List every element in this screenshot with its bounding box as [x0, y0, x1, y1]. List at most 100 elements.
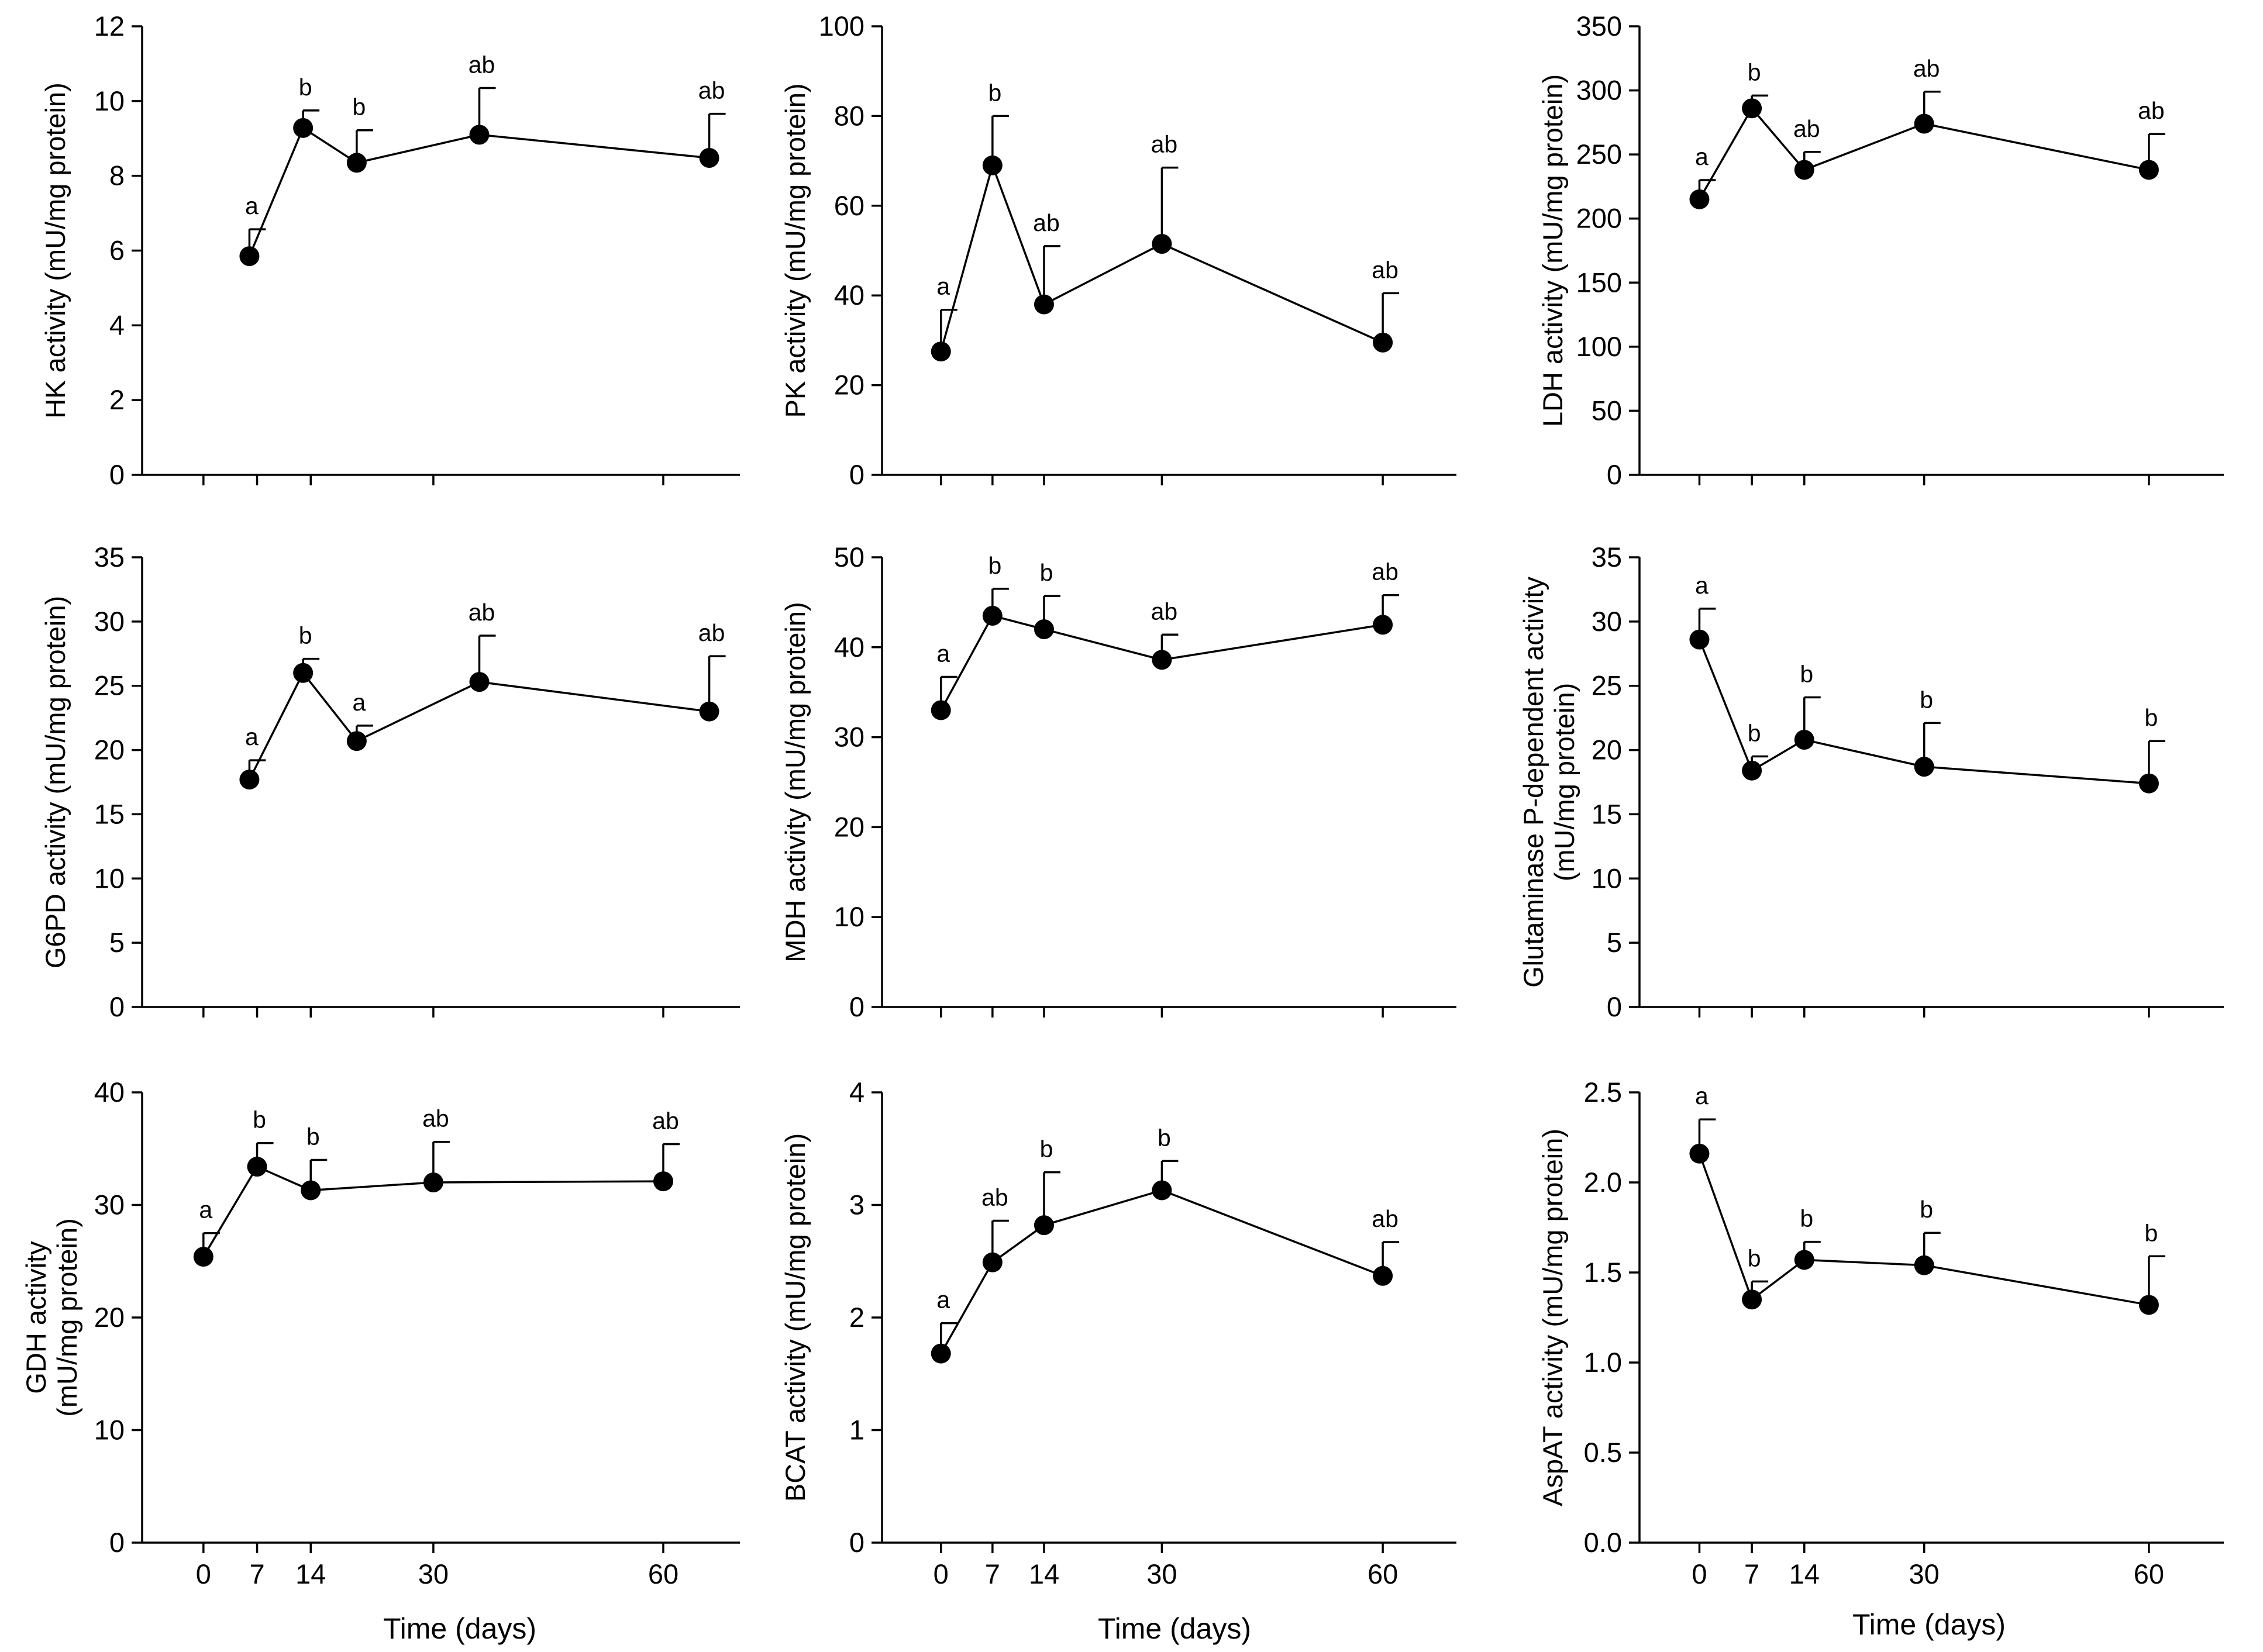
significance-letter-hk: b: [299, 74, 312, 101]
y-tick-label-g6pd: 35: [94, 542, 125, 572]
data-point-ldh: [1914, 113, 1934, 134]
y-tick-label-gdh: 30: [94, 1189, 125, 1220]
y-axis-title-bcat: BCAT activity (mU/mg protein): [780, 1133, 811, 1502]
y-axis-title-line2-gdh: (mU/mg protein): [51, 1218, 82, 1417]
y-tick-label-bcat: 2: [849, 1302, 864, 1333]
significance-letter-pk: b: [988, 79, 1001, 106]
y-tick-label-hk: 2: [109, 384, 125, 415]
y-tick-label-g6pd: 20: [94, 734, 125, 765]
data-point-gdh: [193, 1247, 213, 1267]
panel-aspat: 0.0 0.5 1.0 1.5 2.0 2.5 0 7 14 30 60 AspAT activity…: [1537, 1077, 2224, 1589]
x-tick-label-bcat: 14: [1029, 1558, 1059, 1589]
significance-letter-aspat: b: [1920, 1196, 1933, 1223]
significance-letter-ldh: ab: [2138, 97, 2165, 124]
data-point-ldh: [1742, 98, 1762, 119]
y-tick-label-mdh: 30: [834, 722, 864, 753]
significance-letter-hk: b: [352, 94, 366, 120]
significance-letter-bcat: a: [936, 1287, 950, 1313]
y-axis-title-ldh: LDH activity (mU/mg protein): [1537, 74, 1568, 427]
significance-letter-ldh: b: [1748, 58, 1761, 85]
y-tick-label-bcat: 3: [849, 1189, 864, 1220]
significance-letter-ldh: ab: [1793, 115, 1820, 142]
data-point-g6pd: [346, 731, 367, 751]
y-tick-label-g6pd: 10: [94, 863, 125, 894]
x-tick-label-bcat: 0: [934, 1558, 949, 1589]
y-tick-label-hk: 6: [109, 235, 125, 266]
significance-letter-g6pd: ab: [469, 599, 495, 626]
significance-letter-mdh: a: [936, 640, 950, 667]
significance-letter-g6pd: ab: [698, 619, 725, 646]
y-tick-label-g6pd: 0: [109, 991, 125, 1022]
y-tick-label-ldh: 350: [1576, 11, 1622, 42]
y-tick-label-hk: 0: [109, 459, 125, 490]
y-tick-label-glutaminase: 0: [1607, 991, 1622, 1022]
y-tick-label-ldh: 300: [1576, 75, 1622, 106]
significance-letter-g6pd: b: [299, 622, 312, 649]
y-tick-label-mdh: 0: [849, 991, 864, 1022]
y-axis-title-glutaminase: Glutaminase P-dependent activity: [1518, 577, 1549, 988]
y-tick-label-glutaminase: 10: [1592, 863, 1622, 894]
data-point-g6pd: [293, 663, 314, 683]
significance-letter-glutaminase: b: [1748, 720, 1761, 747]
y-tick-label-hk: 8: [109, 160, 125, 191]
significance-letter-bcat: b: [1158, 1124, 1171, 1151]
data-point-mdh: [982, 605, 1003, 626]
y-tick-label-aspat: 2.0: [1584, 1167, 1622, 1198]
data-point-pk: [982, 155, 1003, 175]
significance-letter-glutaminase: a: [1695, 572, 1709, 599]
data-point-pk: [931, 342, 951, 362]
data-point-aspat: [2138, 1295, 2159, 1315]
y-tick-label-pk: 100: [819, 11, 864, 42]
data-point-bcat: [1152, 1180, 1172, 1201]
y-tick-label-gdh: 0: [109, 1527, 125, 1558]
data-point-gdh: [301, 1180, 321, 1201]
significance-letter-pk: a: [936, 273, 950, 300]
y-tick-label-ldh: 150: [1576, 267, 1622, 298]
panel-mdh: 0 10 20 30 40 50 MDH activity (mU/mg protein) a…: [780, 542, 1456, 1022]
y-tick-label-mdh: 10: [834, 901, 864, 932]
y-tick-label-bcat: 1: [849, 1415, 864, 1446]
y-tick-label-pk: 80: [834, 100, 864, 131]
y-tick-label-ldh: 200: [1576, 203, 1622, 234]
y-tick-label-pk: 0: [849, 459, 864, 490]
y-tick-label-glutaminase: 30: [1592, 606, 1622, 637]
data-point-hk: [239, 246, 260, 267]
y-tick-label-glutaminase: 25: [1592, 670, 1622, 701]
significance-letter-glutaminase: b: [2145, 704, 2158, 731]
data-point-pk: [1034, 294, 1054, 315]
significance-letter-bcat: b: [1040, 1136, 1053, 1163]
data-point-g6pd: [699, 701, 719, 722]
significance-letter-pk: ab: [1372, 256, 1399, 283]
data-point-g6pd: [469, 672, 490, 692]
data-point-bcat: [1373, 1265, 1393, 1286]
panel-ldh: 0 50 100 150 200 250 300 350 LDH activity (mU/mg…: [1537, 11, 2224, 490]
significance-letter-gdh: b: [253, 1106, 266, 1133]
data-point-mdh: [1034, 619, 1054, 640]
x-tick-label-aspat: 30: [1909, 1558, 1940, 1589]
significance-letter-g6pd: a: [352, 689, 366, 716]
data-point-aspat: [1742, 1289, 1762, 1310]
x-tick-label-gdh: 0: [196, 1558, 211, 1589]
x-tick-label-aspat: 0: [1692, 1558, 1707, 1589]
y-tick-label-hk: 4: [109, 309, 125, 340]
data-point-g6pd: [239, 770, 260, 790]
y-tick-label-glutaminase: 5: [1607, 927, 1622, 958]
y-tick-label-aspat: 1.0: [1584, 1347, 1622, 1378]
x-tick-label-gdh: 7: [249, 1558, 264, 1589]
data-point-ldh: [1794, 160, 1814, 180]
significance-letter-ldh: a: [1695, 143, 1709, 170]
significance-letter-hk: ab: [698, 77, 725, 104]
x-tick-label-aspat: 7: [1744, 1558, 1759, 1589]
data-point-mdh: [931, 700, 951, 720]
y-tick-label-ldh: 50: [1592, 395, 1622, 426]
y-tick-label-glutaminase: 15: [1592, 798, 1622, 829]
data-point-bcat: [1034, 1215, 1054, 1236]
x-axis-title-middle: Time (days): [1098, 1612, 1251, 1645]
y-tick-label-aspat: 2.5: [1584, 1077, 1622, 1108]
x-tick-label-aspat: 14: [1789, 1558, 1820, 1589]
data-point-ldh: [2138, 160, 2159, 180]
significance-letter-hk: ab: [469, 51, 495, 78]
data-point-gdh: [423, 1172, 443, 1192]
